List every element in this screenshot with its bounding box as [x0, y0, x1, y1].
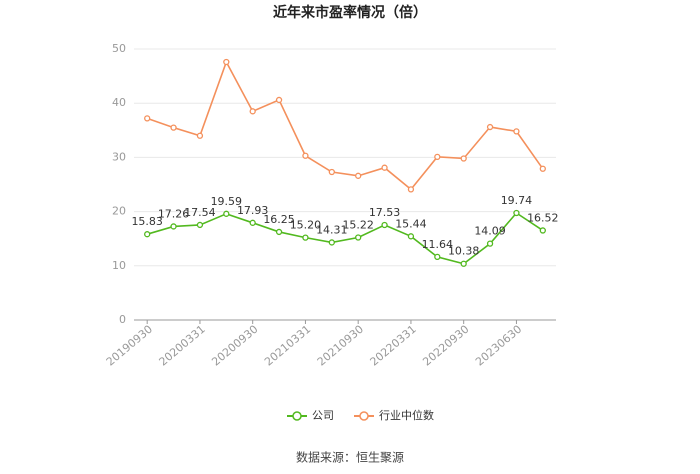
- point: [249, 108, 256, 115]
- point: [144, 115, 151, 122]
- point: [539, 165, 546, 172]
- point: [407, 186, 415, 193]
- point: [249, 219, 256, 226]
- value-label: 19.74: [501, 194, 533, 207]
- point: [223, 58, 230, 66]
- y-tick-label: 50: [112, 42, 126, 55]
- legend-marker: [359, 411, 369, 421]
- series-line: [146, 211, 544, 265]
- value-label: 14.31: [316, 223, 348, 236]
- point: [434, 153, 441, 161]
- point: [486, 240, 494, 247]
- x-tick-label: 20230630: [473, 323, 524, 369]
- value-label: 10.38: [448, 245, 480, 258]
- x-tick-label: 20190930: [104, 323, 155, 369]
- point: [434, 253, 441, 261]
- value-label: 15.44: [395, 217, 427, 230]
- point: [460, 260, 467, 267]
- point: [539, 227, 546, 234]
- y-tick-label: 0: [119, 313, 126, 326]
- point: [355, 172, 362, 179]
- point: [513, 128, 520, 135]
- y-tick-label: 40: [112, 96, 126, 109]
- value-label: 17.93: [237, 204, 269, 217]
- legend-label: 行业中位数: [379, 408, 434, 422]
- point: [275, 96, 283, 104]
- value-label: 17.26: [158, 207, 190, 220]
- point: [170, 223, 177, 230]
- point: [355, 234, 362, 241]
- value-label: 17.53: [369, 206, 401, 219]
- point: [302, 152, 309, 159]
- value-label: 14.09: [474, 225, 506, 238]
- value-label: 16.52: [527, 211, 559, 224]
- value-label: 17.54: [184, 206, 216, 219]
- point: [407, 233, 415, 240]
- x-tick-label: 20220930: [420, 323, 471, 369]
- x-tick-label: 20210331: [262, 323, 313, 369]
- chart-title: 近年来市盈率情况（倍）: [273, 4, 427, 21]
- value-label: 15.83: [131, 215, 163, 228]
- point: [302, 234, 309, 241]
- point: [381, 164, 388, 171]
- point: [328, 168, 335, 176]
- value-label: 11.64: [422, 238, 454, 251]
- x-tick-label: 20200930: [209, 323, 260, 369]
- point: [196, 132, 204, 139]
- x-tick-label: 20220331: [368, 323, 419, 369]
- x-tick-label: 20200331: [157, 323, 208, 369]
- point: [170, 124, 177, 131]
- point: [223, 210, 230, 217]
- point: [486, 123, 494, 131]
- point: [144, 231, 151, 238]
- point: [275, 228, 283, 236]
- value-label: 15.22: [342, 219, 374, 232]
- legend-label: 公司: [312, 409, 334, 422]
- value-label: 16.25: [263, 213, 295, 226]
- point: [196, 221, 204, 229]
- value-label: 19.59: [211, 195, 243, 208]
- source: 数据来源：恒生聚源: [296, 450, 404, 465]
- point: [328, 239, 335, 246]
- point: [460, 155, 467, 162]
- point: [381, 221, 388, 229]
- y-tick-label: 10: [112, 259, 126, 272]
- x-tick-label: 20210930: [315, 323, 366, 369]
- value-label: 15.20: [290, 219, 322, 232]
- y-tick-label: 20: [112, 205, 126, 218]
- legend-marker: [292, 411, 302, 421]
- y-tick-label: 30: [112, 150, 126, 163]
- series-line: [146, 60, 544, 191]
- point: [513, 209, 520, 217]
